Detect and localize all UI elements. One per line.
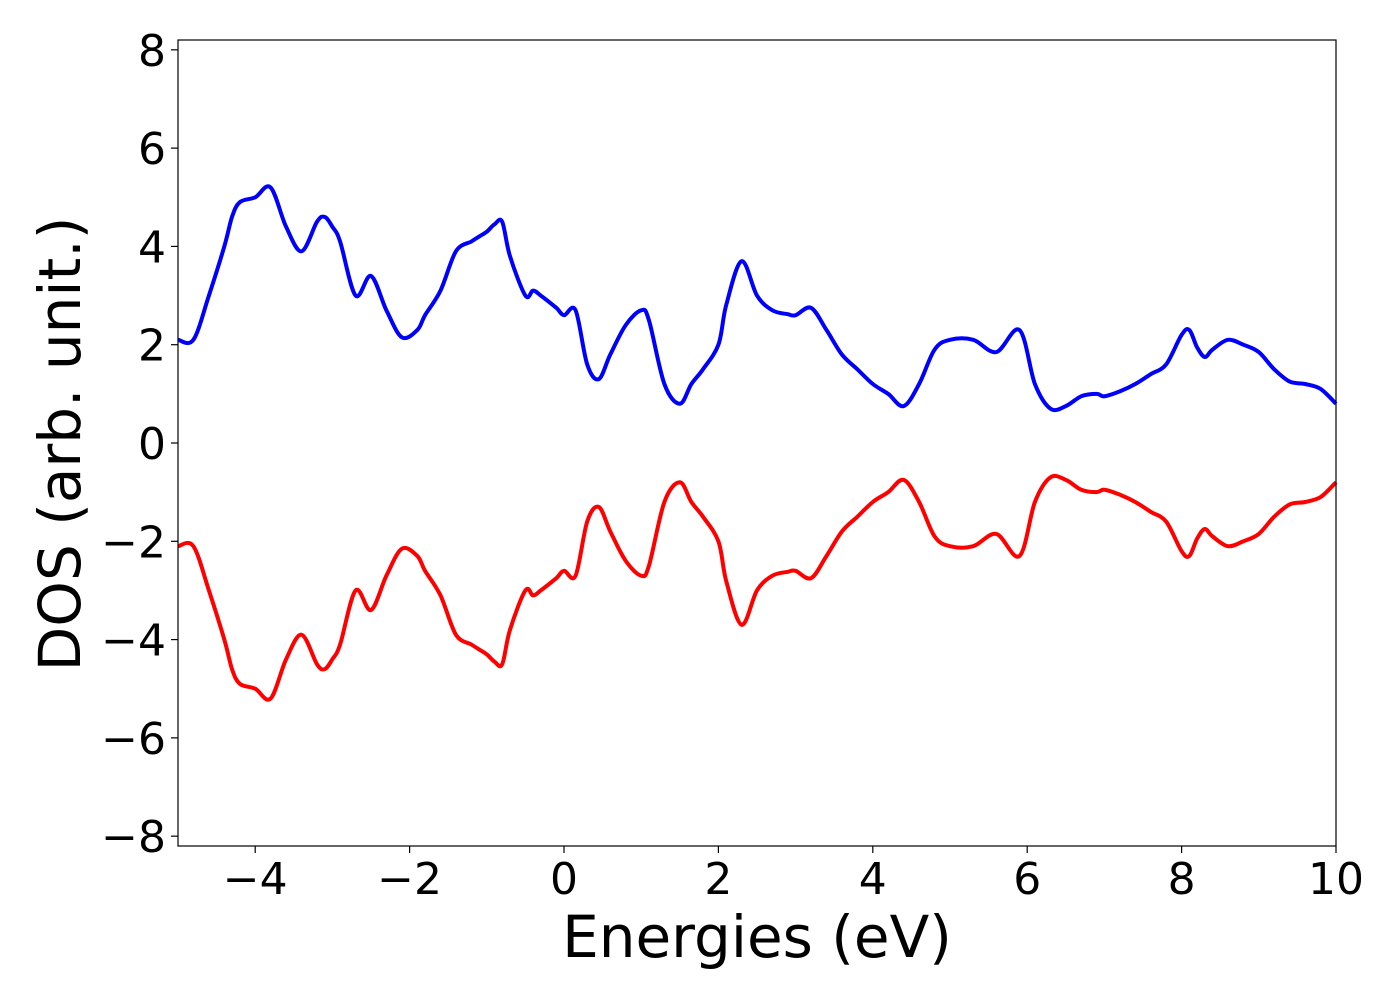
y-tick-label: 0 xyxy=(138,419,166,470)
x-axis: −4 −2 0 2 4 6 8 10 xyxy=(223,846,1364,905)
series-line-2 xyxy=(177,473,1338,702)
plot-frame xyxy=(177,39,1337,847)
series-line-1 xyxy=(177,184,1338,413)
x-tick-label: −4 xyxy=(223,854,288,905)
series-layer xyxy=(177,184,1338,702)
y-tick-label: 2 xyxy=(138,321,166,372)
x-tick-label: 8 xyxy=(1168,854,1196,905)
x-tick-label: 0 xyxy=(550,854,578,905)
x-tick-label: 10 xyxy=(1308,854,1364,905)
y-tick-label: 6 xyxy=(138,124,166,175)
y-tick-label: −6 xyxy=(101,714,166,765)
x-tick-label: −2 xyxy=(377,854,442,905)
x-tick-label: 4 xyxy=(859,854,887,905)
x-tick-label: 6 xyxy=(1013,854,1041,905)
y-axis-title: DOS (arb. unit.) xyxy=(26,217,94,672)
y-tick-label: −8 xyxy=(101,812,166,863)
y-tick-label: 8 xyxy=(138,26,166,77)
y-tick-label: −2 xyxy=(101,517,166,568)
y-tick-label: 4 xyxy=(138,222,166,273)
x-axis-title: Energies (eV) xyxy=(562,903,952,971)
y-tick-label: −4 xyxy=(101,616,166,667)
y-axis: −8 −6 −4 −2 0 2 4 6 8 xyxy=(101,26,178,863)
x-tick-label: 2 xyxy=(704,854,732,905)
